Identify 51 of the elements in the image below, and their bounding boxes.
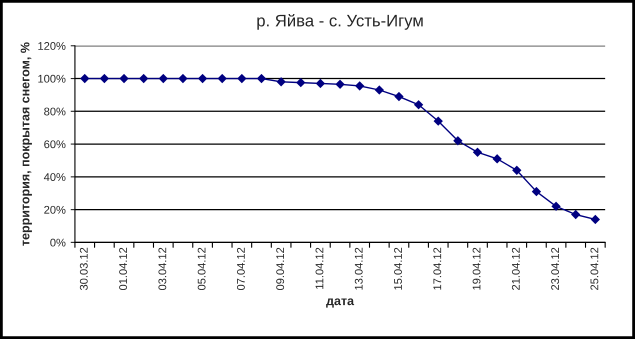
point — [120, 74, 128, 83]
point — [80, 74, 90, 83]
x-tick-label: 17.04.12 — [433, 248, 442, 290]
point — [414, 100, 424, 110]
x-tick-label: 15.04.12 — [394, 248, 402, 290]
point — [532, 187, 541, 196]
point — [336, 80, 344, 89]
point — [434, 116, 443, 126]
point — [158, 74, 168, 83]
point — [473, 148, 482, 157]
x-tick-label: 23.04.12 — [551, 248, 560, 290]
y-tick-label: 0% — [50, 238, 66, 247]
x-tick-label: 19.04.12 — [472, 248, 480, 290]
x-tick-label: 07.04.12 — [236, 248, 245, 290]
x-tick-label: 30.03.12 — [80, 248, 88, 290]
y-tick-label: 100% — [38, 74, 66, 83]
x-axis-title: дата — [326, 298, 354, 308]
point — [178, 74, 188, 83]
x-tick-label: 05.04.12 — [198, 248, 206, 290]
point — [552, 202, 561, 211]
x-tick-label: 21.04.12 — [512, 248, 520, 290]
x-tick-label: 09.04.12 — [276, 248, 284, 290]
y-tick-label: 80% — [44, 108, 66, 116]
point — [512, 166, 522, 175]
point — [257, 74, 266, 83]
point — [296, 78, 306, 88]
point — [590, 214, 600, 224]
y-tick-label: 20% — [44, 206, 66, 214]
x-tick-label: 11.04.12 — [316, 248, 324, 289]
x-tick-label: 01.04.12 — [119, 248, 128, 290]
point — [100, 74, 109, 83]
point — [276, 77, 286, 86]
x-tick-label: 13.04.12 — [354, 248, 363, 290]
point — [316, 79, 325, 88]
point — [394, 92, 404, 102]
point — [492, 154, 502, 164]
point — [453, 136, 462, 146]
point — [198, 74, 208, 83]
point — [139, 74, 148, 83]
point — [571, 210, 580, 219]
y-tick-label: 120% — [38, 42, 66, 50]
y-tick-label: 60% — [44, 140, 66, 148]
point — [355, 81, 364, 90]
x-tick-label: 25.04.12 — [590, 248, 598, 290]
y-tick-label: 40% — [44, 173, 66, 181]
x-tick-label: 03.04.12 — [158, 248, 166, 290]
point — [237, 74, 246, 83]
point — [218, 74, 227, 83]
point — [374, 86, 384, 94]
y-axis-title: территория, покрытая снегом, % — [20, 42, 32, 246]
chart-title: р. Яйва - с. Усть-Игум — [257, 14, 423, 30]
